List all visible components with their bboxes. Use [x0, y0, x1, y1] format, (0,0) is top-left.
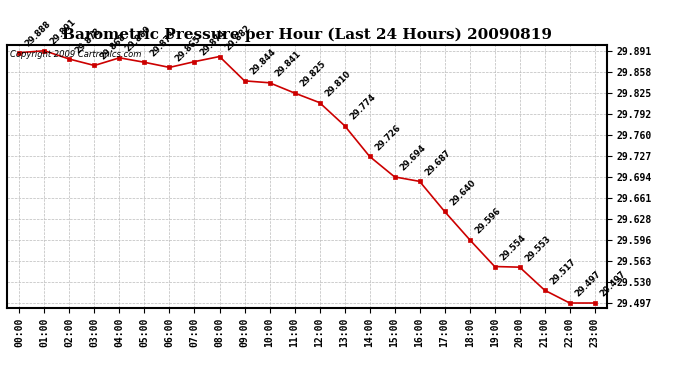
Text: 29.640: 29.640 [448, 178, 478, 207]
Text: 29.888: 29.888 [23, 20, 52, 48]
Text: 29.497: 29.497 [599, 270, 628, 299]
Text: 29.841: 29.841 [274, 50, 303, 79]
Text: 29.873: 29.873 [148, 29, 178, 58]
Text: 29.774: 29.774 [348, 92, 378, 122]
Text: 29.596: 29.596 [474, 206, 503, 236]
Text: 29.825: 29.825 [299, 60, 328, 89]
Text: 29.694: 29.694 [399, 144, 428, 173]
Text: 29.874: 29.874 [199, 28, 228, 57]
Text: 29.868: 29.868 [99, 32, 128, 62]
Text: 29.554: 29.554 [499, 233, 528, 262]
Text: 29.882: 29.882 [224, 23, 253, 52]
Text: 29.553: 29.553 [524, 234, 553, 263]
Text: 29.810: 29.810 [324, 69, 353, 99]
Text: 29.844: 29.844 [248, 47, 278, 76]
Text: 29.687: 29.687 [424, 148, 453, 177]
Text: 29.891: 29.891 [48, 17, 78, 46]
Title: Barometric Pressure per Hour (Last 24 Hours) 20090819: Barometric Pressure per Hour (Last 24 Ho… [62, 28, 552, 42]
Text: 29.865: 29.865 [174, 34, 203, 63]
Text: Copyright 2009 Cartronics.com: Copyright 2009 Cartronics.com [10, 50, 141, 59]
Text: 29.497: 29.497 [574, 270, 603, 299]
Text: 29.880: 29.880 [124, 24, 152, 54]
Text: 29.726: 29.726 [374, 123, 403, 152]
Text: 29.878: 29.878 [74, 26, 103, 55]
Text: 29.517: 29.517 [549, 257, 578, 286]
